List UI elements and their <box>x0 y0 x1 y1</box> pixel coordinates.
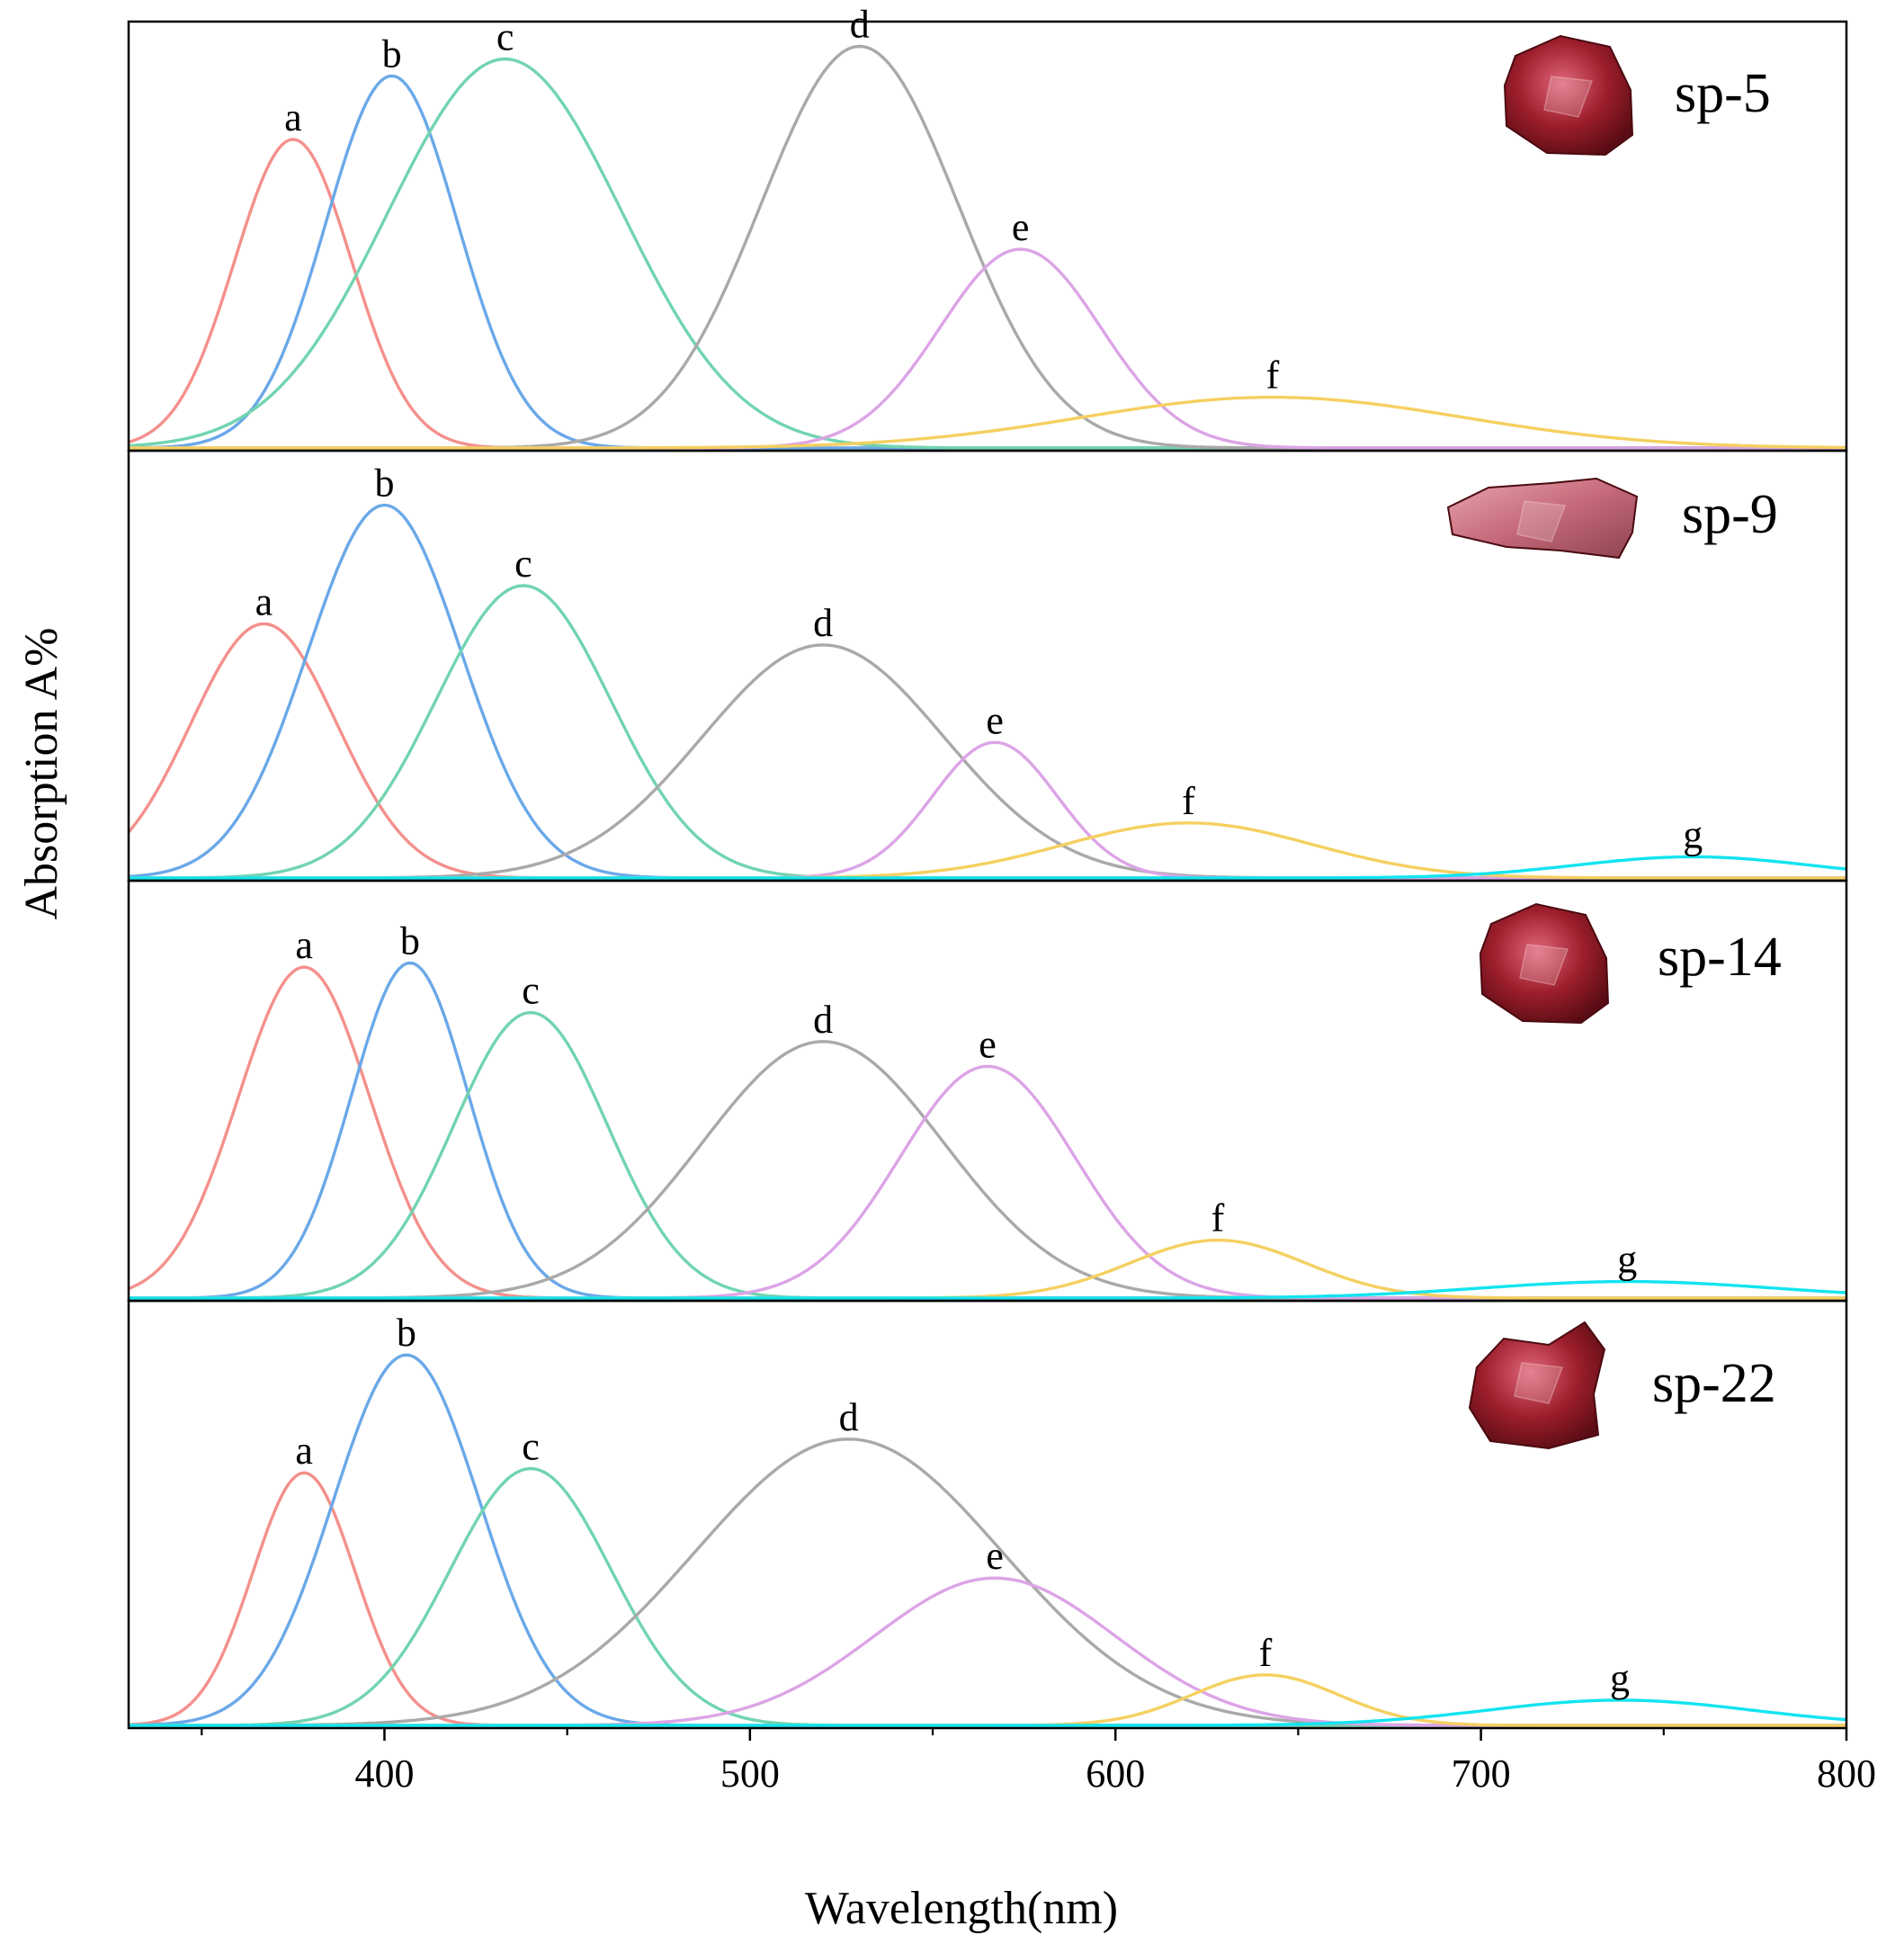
peak-label-c: c <box>522 969 540 1013</box>
x-tick-label: 600 <box>1086 1751 1145 1796</box>
gem-photo-icon <box>1468 1321 1606 1450</box>
peak-label-b: b <box>400 918 420 963</box>
peak-curve-c <box>129 1466 1846 1727</box>
peak-label-e: e <box>1012 205 1030 249</box>
peak-curve-a <box>128 1471 1846 1727</box>
peak-label-g: g <box>1610 1656 1630 1700</box>
peak-label-f: f <box>1211 1196 1225 1241</box>
panel-frame <box>127 1299 1848 1730</box>
peak-label-c: c <box>522 1425 540 1469</box>
sample-label: sp-5 <box>1675 63 1771 124</box>
peak-curve-f <box>129 395 1846 450</box>
panel-sp-5: a b c d e f sp-5 <box>127 3 1848 452</box>
peak-curve-g <box>129 855 1847 880</box>
peak-label-a: a <box>295 1429 313 1473</box>
peak-curve-a <box>127 622 1846 880</box>
x-axis: 400 500 600 700 800 <box>201 1728 1876 1796</box>
peak-curve-d <box>129 643 1846 880</box>
peak-curve-b <box>128 503 1846 880</box>
peak-label-c: c <box>514 542 532 586</box>
peak-label-f: f <box>1182 779 1195 823</box>
peak-label-d: d <box>839 1395 859 1439</box>
peak-label-a: a <box>295 923 313 967</box>
x-axis-title: Wavelength(nm) <box>805 1883 1118 1934</box>
x-tick-label: 500 <box>720 1751 780 1796</box>
peak-curve-f <box>129 821 1846 880</box>
panel-sp-14: a b c d e f g sp-14 <box>127 879 1848 1303</box>
peak-label-d: d <box>813 601 833 645</box>
peak-label-e: e <box>979 1022 997 1066</box>
peak-label-a: a <box>284 95 302 139</box>
panels-layer: a b c d e f sp-5 a b c d e f g sp-9 a b c d e f g sp-14 a b c d e f g… <box>127 3 1848 1730</box>
peak-label-a: a <box>255 579 273 623</box>
peak-curve-e <box>129 1576 1846 1727</box>
peak-label-f: f <box>1259 1631 1273 1675</box>
peak-label-g: g <box>1617 1238 1637 1282</box>
peak-label-e: e <box>986 1534 1004 1578</box>
panel-sp-22: a b c d e f g sp-22 <box>127 1299 1848 1730</box>
sample-label: sp-22 <box>1652 1353 1776 1414</box>
x-tick-label: 700 <box>1452 1751 1511 1796</box>
y-axis-title: Absorption A% <box>16 628 67 920</box>
peak-label-c: c <box>496 15 514 59</box>
peak-curve-a <box>128 138 1846 450</box>
peak-label-g: g <box>1683 813 1703 857</box>
peak-curve-g <box>129 1698 1847 1727</box>
sample-label: sp-14 <box>1658 927 1782 988</box>
x-tick-label: 800 <box>1817 1751 1876 1796</box>
peak-label-d: d <box>813 998 833 1042</box>
gem-photo-icon <box>1479 902 1610 1025</box>
peak-curve-g <box>129 1279 1847 1300</box>
sample-label: sp-9 <box>1682 484 1778 545</box>
peak-curve-e <box>129 1064 1846 1300</box>
peak-label-e: e <box>986 698 1004 742</box>
peak-curve-e <box>129 740 1846 880</box>
x-tick-label: 400 <box>354 1751 414 1796</box>
peak-label-b: b <box>397 1311 416 1355</box>
gem-photo-icon <box>1503 34 1634 157</box>
peak-label-b: b <box>382 31 402 76</box>
gem-photo-icon <box>1446 477 1639 560</box>
peak-curve-d <box>129 1438 1846 1727</box>
peak-label-d: d <box>850 3 870 47</box>
peak-label-b: b <box>375 461 395 506</box>
peak-label-f: f <box>1266 354 1280 398</box>
peak-curve-d <box>129 1040 1846 1300</box>
peak-curve-e <box>129 247 1846 450</box>
panel-sp-9: a b c d e f g sp-9 <box>127 449 1848 882</box>
